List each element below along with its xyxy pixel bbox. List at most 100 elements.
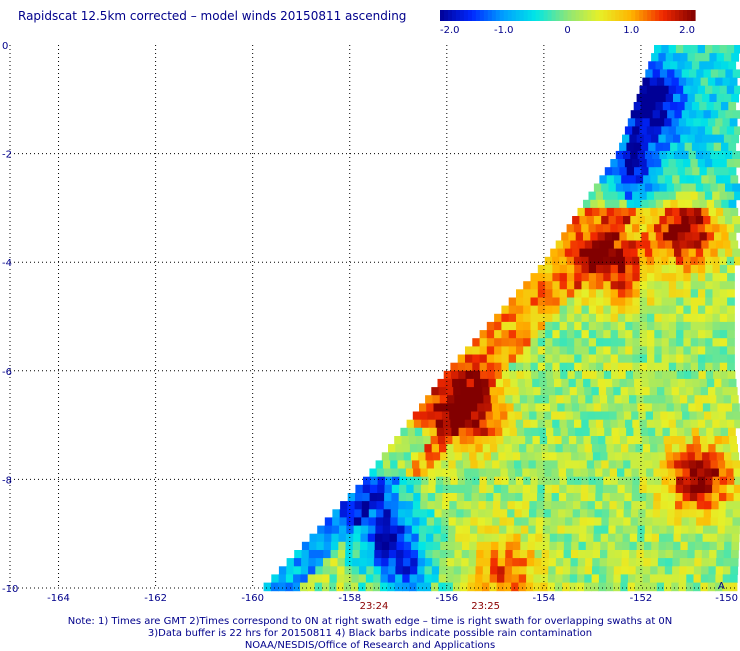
heatmap-cell [490, 387, 498, 396]
heatmap-cell [535, 542, 543, 551]
heatmap-cell [647, 281, 655, 290]
heatmap-cell [323, 566, 331, 575]
heatmap-cell [382, 534, 390, 543]
heatmap-cell [593, 395, 601, 404]
heatmap-cell [654, 322, 662, 331]
heatmap-cell [546, 428, 554, 437]
heatmap-cell [611, 371, 619, 380]
heatmap-cell [545, 346, 553, 355]
heatmap-cell [669, 265, 677, 274]
heatmap-cell [417, 583, 425, 592]
heatmap-cell [480, 346, 488, 355]
heatmap-cell [441, 526, 449, 535]
heatmap-cell [572, 517, 580, 526]
heatmap-cell [697, 493, 705, 502]
heatmap-cell [498, 452, 506, 461]
heatmap-cell [567, 355, 575, 364]
heatmap-cell [470, 526, 478, 535]
heatmap-cell [733, 509, 740, 518]
heatmap-cell [620, 436, 628, 445]
heatmap-cell [679, 574, 687, 583]
heatmap-cell [449, 501, 457, 510]
heatmap-cell [458, 355, 466, 364]
heatmap-cell [681, 526, 689, 535]
heatmap-cell [403, 550, 411, 559]
heatmap-cell [691, 420, 699, 429]
heatmap-cell [710, 403, 718, 412]
heatmap-cell [703, 403, 711, 412]
heatmap-cell [491, 452, 499, 461]
heatmap-cell [388, 566, 396, 575]
heatmap-cell [701, 175, 709, 184]
heatmap-cell [707, 436, 715, 445]
heatmap-cell [374, 550, 382, 559]
heatmap-cell [501, 469, 509, 478]
heatmap-cell [478, 501, 486, 510]
heatmap-cell [669, 355, 677, 364]
heatmap-cell [732, 534, 740, 543]
heatmap-cell [474, 379, 482, 388]
heatmap-cell [501, 493, 509, 502]
heatmap-cell [529, 509, 537, 518]
heatmap-cell [687, 395, 695, 404]
heatmap-cell [516, 330, 524, 339]
heatmap-cell [668, 501, 676, 510]
heatmap-cell [644, 542, 652, 551]
heatmap-cell [533, 574, 541, 583]
heatmap-cell [684, 371, 692, 380]
heatmap-cell [545, 257, 553, 266]
heatmap-cell [532, 379, 540, 388]
heatmap-cell [698, 192, 706, 201]
heatmap-cell [531, 346, 539, 355]
heatmap-cell [389, 542, 397, 551]
heatmap-cell [596, 281, 604, 290]
heatmap-cell [720, 346, 728, 355]
heatmap-cell [685, 61, 693, 70]
heatmap-cell [476, 550, 484, 559]
heatmap-cell [545, 330, 553, 339]
heatmap-cell [720, 257, 728, 266]
heatmap-cell [625, 355, 633, 364]
heatmap-cell [570, 566, 578, 575]
heatmap-cell [731, 53, 739, 62]
heatmap-cell [494, 346, 502, 355]
heatmap-cell [573, 469, 581, 478]
heatmap-cell [545, 477, 553, 486]
heatmap-cell [501, 338, 509, 347]
heatmap-cell [676, 159, 684, 168]
heatmap-cell [620, 583, 628, 592]
heatmap-cell [731, 452, 739, 461]
heatmap-cell [654, 281, 662, 290]
heatmap-cell [524, 371, 532, 380]
heatmap-cell [550, 460, 558, 469]
heatmap-cell [391, 493, 399, 502]
heatmap-cell [425, 550, 433, 559]
heatmap-cell [610, 224, 618, 233]
heatmap-cell [669, 330, 677, 339]
heatmap-cell [510, 428, 518, 437]
heatmap-cell [501, 355, 509, 364]
heatmap-cell [588, 493, 596, 502]
heatmap-cell [310, 534, 318, 543]
heatmap-cell [701, 208, 709, 217]
heatmap-cell [596, 306, 604, 315]
heatmap-cell [531, 330, 539, 339]
heatmap-cell [457, 485, 465, 494]
heatmap-cell [520, 452, 528, 461]
heatmap-cell [339, 517, 347, 526]
heatmap-cell [734, 126, 740, 135]
heatmap-cell [699, 428, 707, 437]
heatmap-cell [730, 444, 738, 453]
heatmap-cell [690, 257, 698, 266]
heatmap-cell [555, 574, 563, 583]
heatmap-cell [690, 493, 698, 502]
heatmap-cell [399, 493, 407, 502]
heatmap-cell [513, 395, 521, 404]
heatmap-cell [705, 281, 713, 290]
heatmap-cell [523, 322, 531, 331]
heatmap-cell [550, 249, 558, 258]
heatmap-cell [728, 428, 736, 437]
heatmap-cell [694, 175, 702, 184]
heatmap-cell [671, 379, 679, 388]
heatmap-cell [625, 363, 633, 372]
